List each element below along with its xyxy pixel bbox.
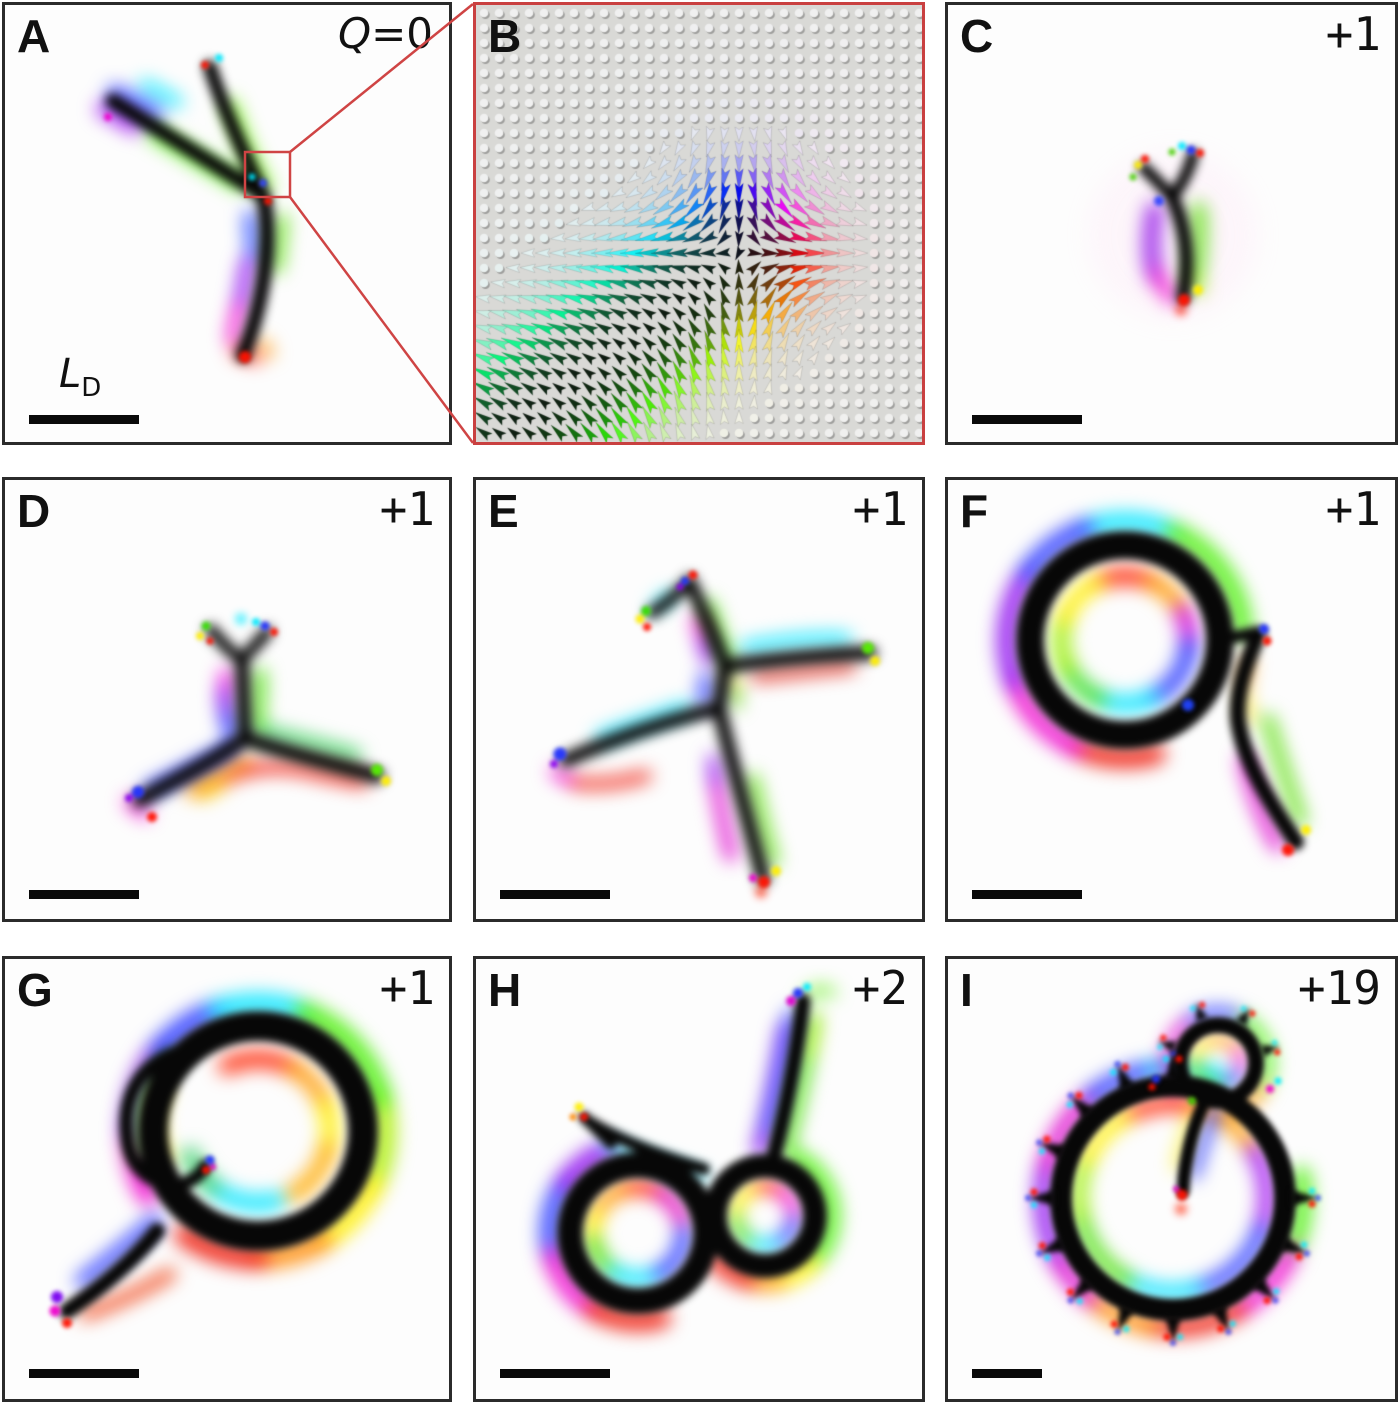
soliton-d-sparks: [125, 614, 391, 822]
panel-i: I +19: [945, 956, 1398, 1402]
scale-bar: [972, 890, 1082, 899]
soliton-g-core: [59, 1011, 378, 1319]
soliton-three-arm: [124, 614, 391, 822]
soliton-h-core: [557, 993, 827, 1314]
panel-e: E +1: [473, 477, 925, 922]
spin-texture-canvas: [476, 5, 922, 442]
panel-letter: F: [960, 485, 989, 537]
panel-letter: A: [17, 10, 51, 62]
soliton-c-core: [1138, 149, 1199, 304]
charge-label: +1: [379, 482, 435, 536]
soliton-h-sparks: [569, 983, 811, 1121]
panel-letter: E: [488, 485, 519, 537]
panel-letter: D: [17, 485, 51, 537]
soliton-i-core: [1050, 1017, 1296, 1321]
panel-c: C +1: [945, 2, 1398, 445]
panel-letter: C: [960, 10, 994, 62]
panel-letter: H: [488, 964, 522, 1016]
charge-label-q: Q=0: [338, 9, 433, 58]
charge-label: +19: [1297, 961, 1381, 1015]
soliton-spiked-ring: [948, 959, 1395, 1399]
soliton-ring-tail: [997, 512, 1311, 856]
soliton-four-arm: [550, 570, 880, 897]
charge-label: +1: [852, 482, 908, 536]
scale-bar-label: LD: [59, 351, 102, 403]
soliton-e-sparks: [550, 570, 880, 897]
soliton-f-fringes: [997, 512, 1307, 852]
ambient-glow: [1088, 150, 1258, 320]
soliton-f-core: [1016, 531, 1304, 850]
charge-label: +1: [379, 961, 435, 1015]
soliton-e-fringes: [550, 590, 857, 868]
soliton-d-core: [132, 624, 385, 808]
panel-b: B: [473, 2, 925, 445]
soliton-spiral-ring: [49, 993, 396, 1328]
scale-bar: [500, 890, 610, 899]
soliton-i-sparks: [1148, 1075, 1282, 1214]
scale-bar: [29, 1369, 139, 1378]
panel-f: F +1: [945, 477, 1398, 922]
charge-label: +1: [1325, 7, 1381, 61]
charge-label: +2: [852, 961, 908, 1015]
soliton-double-ring: [540, 983, 840, 1331]
soliton-short-string: [1088, 142, 1258, 320]
soliton-c-sparks: [1129, 142, 1204, 315]
panel-h: H +2: [473, 956, 925, 1402]
scale-bar: [29, 415, 139, 424]
panel-letter: B: [488, 10, 522, 62]
soliton-h-fringes: [540, 985, 840, 1331]
soliton-e-core: [559, 574, 877, 885]
scale-bar: [972, 415, 1082, 424]
charge-label: +1: [1325, 482, 1381, 536]
scale-bar: [500, 1369, 610, 1378]
panel-g: G +1: [2, 956, 452, 1402]
soliton-g-sparks: [49, 1155, 216, 1328]
scale-bar: [29, 890, 139, 899]
soliton-c-fringes: [1143, 202, 1207, 305]
panel-d: D +1: [2, 477, 452, 922]
scale-bar: [972, 1369, 1042, 1378]
soliton-f-sparks: [1182, 624, 1311, 856]
panel-a: A Q=0 LD: [2, 2, 452, 445]
panel-letter: I: [960, 964, 973, 1016]
panel-letter: G: [17, 964, 53, 1016]
